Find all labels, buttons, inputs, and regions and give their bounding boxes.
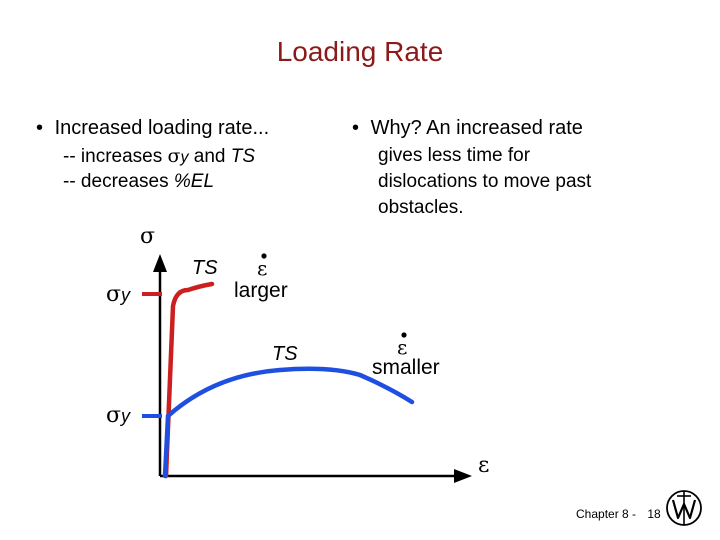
y-axis-sigma-label: σ xyxy=(140,224,156,249)
sigma-y-upper-label: σy xyxy=(106,281,130,307)
right-line-4: obstacles. xyxy=(378,197,464,218)
smaller-rate-curve xyxy=(162,366,415,479)
right-line-3: dislocations to move past xyxy=(378,171,592,192)
right-line-2: gives less time for xyxy=(378,145,531,166)
left-heading: Increased loading rate... xyxy=(54,117,270,139)
larger-rate-curve xyxy=(163,281,215,479)
sigma-y-lower-symbol: σ xyxy=(106,403,122,428)
and-text: and xyxy=(188,146,231,167)
right-line-1: Why? An increased rate xyxy=(370,117,583,139)
bullet-dot: • xyxy=(352,117,360,139)
sigma-sub-y: y xyxy=(180,149,189,166)
right-bullet-line: • Why? An increased rate xyxy=(352,117,583,140)
sigma-y-lower-sub: y xyxy=(121,406,131,426)
chapter-label: Chapter 8 - xyxy=(576,507,637,521)
smaller-rate-dot-icon xyxy=(401,332,407,338)
smaller-label: smaller xyxy=(372,356,440,379)
smaller-rate-epsilon: ε xyxy=(397,335,408,359)
left-bullet-line: • Increased loading rate... xyxy=(36,117,269,140)
x-axis-epsilon-label: ε xyxy=(478,453,490,478)
sigma-symbol: σ xyxy=(167,145,181,167)
footer: Chapter 8 - 18 xyxy=(576,507,661,521)
sigma-y-upper-sub: y xyxy=(121,285,131,305)
x-axis-arrow-icon xyxy=(454,469,472,483)
page-number: 18 xyxy=(647,507,661,521)
larger-rate-epsilon: ε xyxy=(257,256,268,280)
left-subline-1: -- increases σy and TS xyxy=(63,145,255,168)
larger-rate-dot-icon xyxy=(261,253,267,259)
ts-upper-label: TS xyxy=(192,257,218,279)
bullet-dot: • xyxy=(36,117,44,139)
sigma-y-lower-label: σy xyxy=(106,402,130,428)
el-text: %EL xyxy=(173,171,215,192)
ts-text: TS xyxy=(230,146,256,167)
left-subline-2: -- decreases %EL xyxy=(63,171,214,193)
y-axis-arrow-icon xyxy=(153,254,167,272)
sigma-y-upper-symbol: σ xyxy=(106,282,122,307)
slide-title: Loading Rate xyxy=(276,36,444,67)
increases-text: -- increases xyxy=(63,146,168,167)
larger-label: larger xyxy=(234,279,288,302)
ts-lower-label: TS xyxy=(272,343,298,365)
decreases-text: -- decreases xyxy=(63,171,174,192)
publisher-logo-icon xyxy=(666,490,702,526)
